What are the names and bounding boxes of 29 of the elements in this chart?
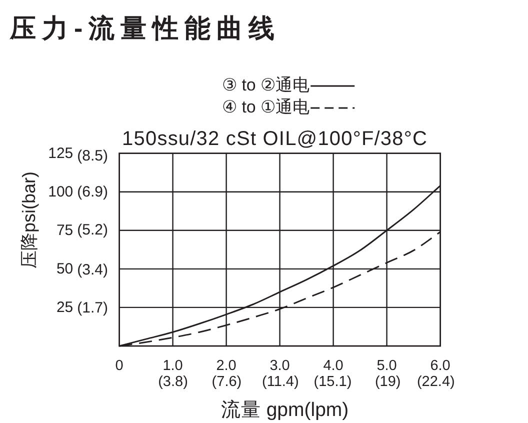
x2-tick-label: (22.4) — [416, 374, 455, 390]
x-axis-title: 流量 gpm(lpm) — [220, 399, 349, 421]
x-tick-label: 4.0 — [323, 358, 344, 374]
x-tick-label: 5.0 — [376, 358, 397, 374]
y2-tick-label: (1.7) — [77, 299, 108, 316]
chart-title: 压力-流量性能曲线 — [9, 13, 281, 43]
y-tick-label: 75 — [56, 222, 74, 239]
x-tick-label: 6.0 — [430, 358, 450, 374]
y-tick-label: 100 — [48, 183, 74, 200]
x2-tick-label: (3.8) — [158, 374, 188, 390]
y2-tick-label: (5.2) — [77, 221, 108, 238]
chart-subtitle: 150ssu/32 cSt OIL@100°F/38°C — [122, 128, 428, 150]
y-tick-label: 25 — [56, 298, 74, 316]
y-axis-title: 压降psi(bar) — [19, 171, 39, 269]
x-tick-label: 1.0 — [162, 358, 183, 374]
x-tick-label: 3.0 — [270, 358, 290, 374]
x-tick-label: 2.0 — [216, 358, 236, 374]
x-tick-label: 0 — [115, 358, 124, 374]
x2-tick-label: (15.1) — [314, 374, 352, 390]
x2-tick-label: (7.6) — [212, 374, 242, 390]
x2-tick-label: (19) — [374, 374, 401, 390]
y2-tick-label: (8.5) — [77, 147, 108, 164]
y-tick-label: 50 — [56, 260, 74, 278]
x2-tick-label: (11.4) — [262, 374, 299, 390]
legend-label: ③ to ②通电 — [222, 76, 310, 94]
y2-tick-label: (6.9) — [77, 183, 108, 200]
legend-label: ④ to ①通电 — [222, 98, 310, 116]
y2-tick-label: (3.4) — [77, 261, 108, 278]
y-tick-label: 125 — [48, 144, 74, 162]
